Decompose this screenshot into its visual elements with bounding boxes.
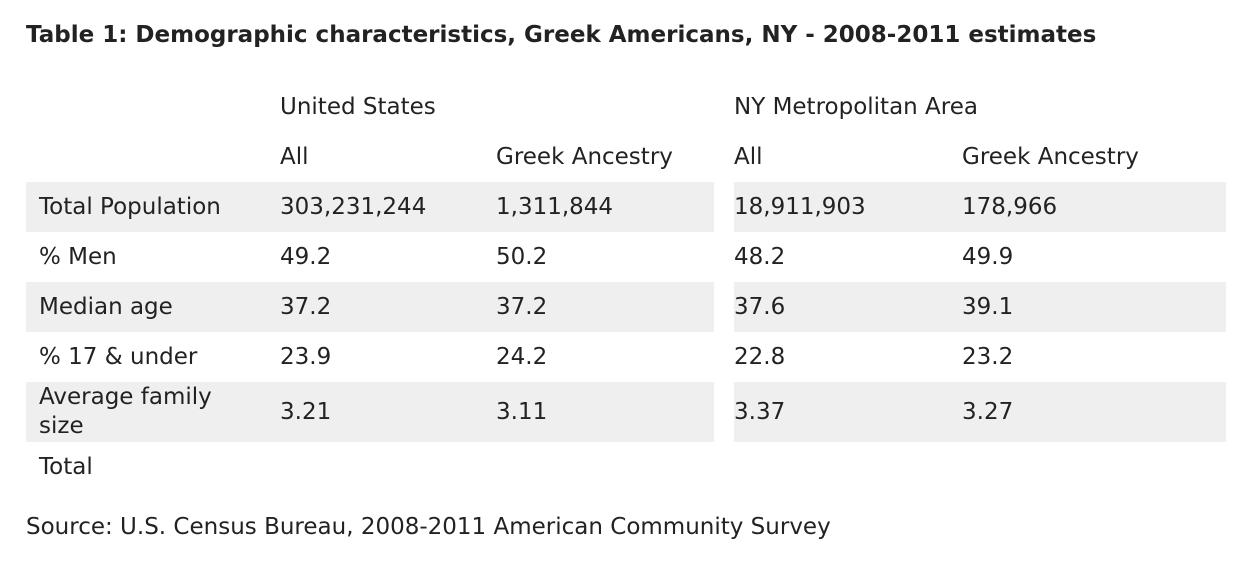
cell-value: 39.1 [962,294,1014,320]
table-title: Table 1: Demographic characteristics, Gr… [26,22,1097,48]
cell-value: 49.9 [962,244,1014,270]
cell-value: 22.8 [734,344,786,370]
table-row: Average family size 3.21 3.11 3.37 3.27 [26,382,1226,442]
row-shade [734,182,1226,232]
row-shade [26,182,262,232]
sub-header-us-all: All [280,144,309,170]
sub-header-row: All Greek Ancestry All Greek Ancestry [26,132,1226,182]
cell-value [280,442,494,492]
row-label: % 17 & under [39,344,198,370]
cell-value: 3.11 [496,399,548,425]
sub-header-us-greek: Greek Ancestry [496,144,673,170]
cell-value: 24.2 [496,344,548,370]
cell-value: 18,911,903 [734,194,866,220]
cell-value: 37.2 [280,294,332,320]
row-shade [734,282,1226,332]
table-row: Total [26,442,1226,492]
table-row: % Men 49.2 50.2 48.2 49.9 [26,232,1226,282]
cell-value: 23.9 [280,344,332,370]
cell-value: 1,311,844 [496,194,614,220]
sub-header-ny-greek: Greek Ancestry [962,144,1139,170]
source-note: Source: U.S. Census Bureau, 2008-2011 Am… [26,514,831,540]
row-label: Total Population [39,194,221,220]
row-label: % Men [39,244,117,270]
row-shade [262,382,714,442]
table-row: Median age 37.2 37.2 37.6 39.1 [26,282,1226,332]
cell-value: 178,966 [962,194,1058,220]
row-label: Total [39,454,93,480]
cell-value: 49.2 [280,244,332,270]
row-label: Average family size [39,384,212,439]
cell-value [496,442,714,492]
row-shade [262,282,714,332]
cell-value: 50.2 [496,244,548,270]
cell-value: 3.37 [734,399,786,425]
row-shade [262,182,714,232]
cell-value: 23.2 [962,344,1014,370]
cell-value [962,442,1226,492]
sub-header-ny-all: All [734,144,763,170]
group-header-row: United States NY Metropolitan Area [26,82,1226,132]
table-row: Total Population 303,231,244 1,311,844 1… [26,182,1226,232]
table-row: % 17 & under 23.9 24.2 22.8 23.2 [26,332,1226,382]
cell-value: 3.21 [280,399,332,425]
cell-value: 48.2 [734,244,786,270]
cell-value [734,442,960,492]
row-shade [734,382,1226,442]
row-shade [26,382,262,442]
cell-value: 37.6 [734,294,786,320]
cell-value: 37.2 [496,294,548,320]
row-shade [26,282,262,332]
row-label: Median age [39,294,173,320]
group-header-ny-metro: NY Metropolitan Area [734,94,978,120]
group-header-united-states: United States [280,94,436,120]
cell-value: 3.27 [962,399,1014,425]
cell-value: 303,231,244 [280,194,427,220]
